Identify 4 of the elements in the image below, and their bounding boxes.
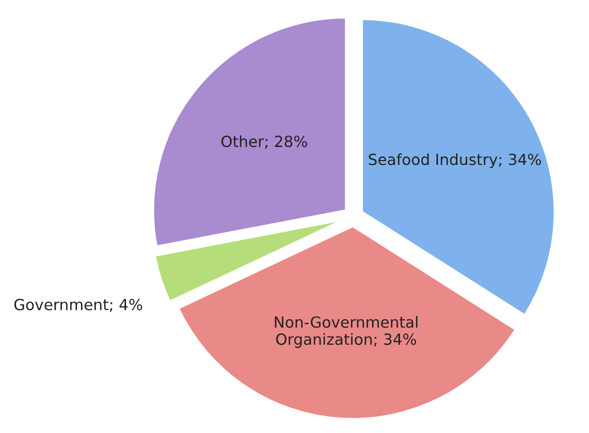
slice-label: Seafood Industry; 34% [368, 153, 541, 168]
slice-label: Other; 28% [221, 135, 308, 149]
slice-label: Government; 4% [14, 298, 142, 312]
slice-label: Non-Governmental Organization; 34% [274, 316, 418, 348]
